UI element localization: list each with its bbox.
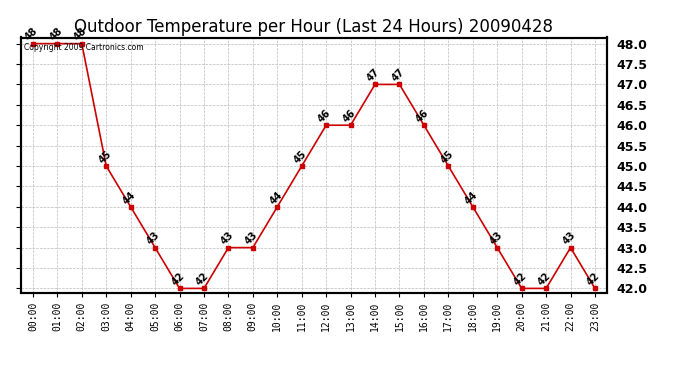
Text: 42: 42 <box>536 271 553 288</box>
Text: 47: 47 <box>365 67 382 84</box>
Text: 43: 43 <box>561 230 578 247</box>
Text: 43: 43 <box>243 230 259 247</box>
Text: Copyright 2009 Cartronics.com: Copyright 2009 Cartronics.com <box>23 43 144 52</box>
Text: 46: 46 <box>317 108 333 124</box>
Text: 44: 44 <box>268 189 284 206</box>
Text: 43: 43 <box>146 230 162 247</box>
Text: 42: 42 <box>512 271 529 288</box>
Text: 42: 42 <box>195 271 211 288</box>
Text: 44: 44 <box>121 189 137 206</box>
Text: 43: 43 <box>219 230 235 247</box>
Text: 45: 45 <box>292 148 308 165</box>
Text: 48: 48 <box>23 26 40 43</box>
Text: 42: 42 <box>585 271 602 288</box>
Text: 42: 42 <box>170 271 186 288</box>
Text: 48: 48 <box>48 26 64 43</box>
Text: 46: 46 <box>414 108 431 124</box>
Text: 48: 48 <box>72 26 89 43</box>
Text: 46: 46 <box>341 108 357 124</box>
Text: 43: 43 <box>488 230 504 247</box>
Title: Outdoor Temperature per Hour (Last 24 Hours) 20090428: Outdoor Temperature per Hour (Last 24 Ho… <box>75 18 553 36</box>
Text: 45: 45 <box>97 148 113 165</box>
Text: 47: 47 <box>390 67 406 84</box>
Text: 44: 44 <box>463 189 480 206</box>
Text: 45: 45 <box>439 148 455 165</box>
